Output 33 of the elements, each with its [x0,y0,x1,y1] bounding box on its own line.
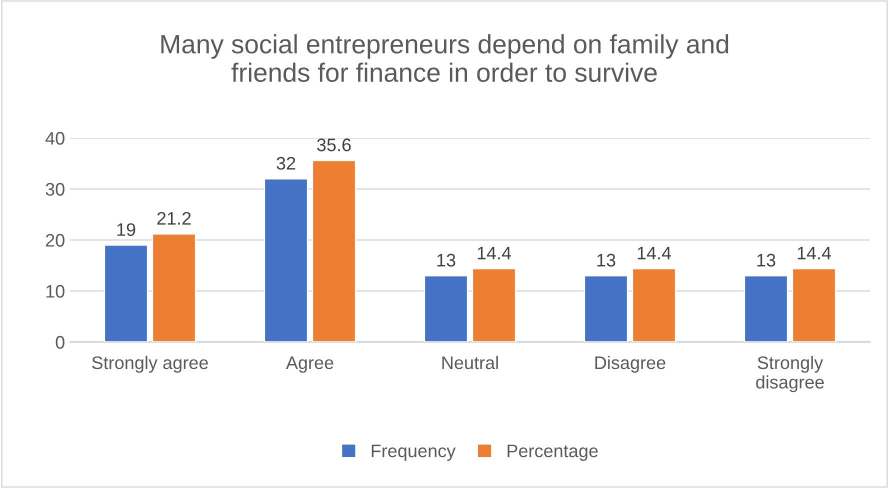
bar [632,268,676,342]
bar [744,275,788,342]
bar [792,268,836,342]
y-tick-label: 30 [46,182,64,196]
data-label: 13 [437,254,456,267]
data-label: 21.2 [157,212,191,225]
chart-title: Many social entrepreneurs depend on family and friends for finance in order to survive [161,34,728,82]
y-tick-label: 20 [46,234,64,247]
data-label: 35.6 [317,138,351,152]
x-tick-label: Strongly agree [92,356,208,373]
y-tick-label: 40 [45,132,64,145]
data-label: 19 [117,223,136,236]
data-label: 14.4 [798,246,832,260]
x-tick-label: Agree [286,356,334,373]
data-label: 14.4 [638,246,672,260]
data-label: 13 [757,254,776,267]
data-label: 32 [276,156,296,170]
bar [312,160,356,342]
x-tick-label: Neutral [442,356,498,370]
data-label: 14.4 [478,246,512,260]
bar [104,244,148,342]
bar [472,268,516,342]
y-tick-label: 10 [46,284,64,298]
bar [424,275,468,342]
data-label: 13 [597,254,616,267]
bar [584,275,628,342]
x-tick-label: Disagree [595,356,666,373]
bar [264,178,308,342]
legend-label: Percentage [508,444,598,461]
y-tick-label: 0 [56,336,64,349]
bar [152,233,196,342]
x-tick-label: Strongly disagree [756,356,824,392]
legend-label: Frequency [372,444,456,461]
